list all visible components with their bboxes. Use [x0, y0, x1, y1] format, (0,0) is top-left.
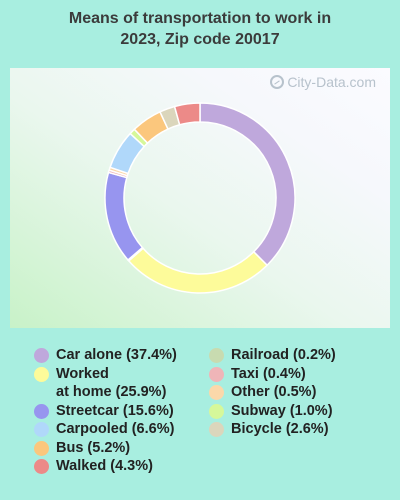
- legend-item-car-alone: Car alone (37.4%): [34, 346, 209, 365]
- legend-swatch: [34, 440, 49, 456]
- legend-column-left: Car alone (37.4%) Worked at home (25.9%) S…: [34, 346, 209, 476]
- legend-swatch: [209, 422, 224, 437]
- legend-label: Bicycle (2.6%): [231, 421, 329, 437]
- legend-swatch: [34, 348, 49, 363]
- legend-label: Subway (1.0%): [231, 402, 333, 419]
- chart-title-line1: Means of transportation to work in: [68, 10, 332, 27]
- legend-swatch: [34, 459, 49, 474]
- legend-item-railroad: Railroad (0.2%): [209, 346, 389, 365]
- watermark-text: City-Data.com: [287, 74, 376, 90]
- legend-item-bicycle: Bicycle (2.6%): [209, 420, 389, 439]
- legend-item-subway: Subway (1.0%): [209, 402, 389, 421]
- legend-swatch: [34, 366, 49, 382]
- legend-label: Taxi (0.4%): [231, 365, 306, 382]
- legend-label: Railroad (0.2%): [231, 347, 336, 363]
- legend-item-bus: Bus (5.2%): [34, 439, 209, 458]
- slice-worked-at-home: [127, 247, 269, 294]
- legend-swatch: [209, 366, 224, 382]
- magnifier-icon: [270, 75, 285, 89]
- legend-swatch: [209, 403, 224, 419]
- legend-label: Other (0.5%): [231, 384, 317, 400]
- legend-item-other: Other (0.5%): [209, 383, 389, 402]
- legend-column-right: Railroad (0.2%) Taxi (0.4%) Other (0.5%) Su…: [209, 346, 389, 439]
- legend-swatch: [34, 422, 49, 437]
- legend-swatch: [209, 385, 224, 400]
- legend-item-streetcar: Streetcar (15.6%): [34, 402, 209, 421]
- legend-item-walked: Walked (4.3%): [34, 457, 209, 476]
- slice-streetcar: [104, 171, 144, 262]
- legend-label: Carpooled (6.6%): [56, 421, 175, 437]
- donut-slices: [104, 102, 296, 294]
- legend-item-carpooled: Carpooled (6.6%): [34, 420, 209, 439]
- legend-label: Walked (4.3%): [56, 458, 153, 474]
- legend-label: Bus (5.2%): [56, 439, 131, 456]
- slice-walked: [173, 102, 201, 126]
- legend-swatch: [209, 348, 224, 363]
- donut-chart: [104, 102, 296, 294]
- legend-label: Car alone (37.4%): [56, 347, 177, 363]
- chart-title: Means of transportation to work in 2023,…: [0, 8, 400, 50]
- legend-item-worked-at-home: Worked at home (25.9%): [34, 365, 209, 402]
- slice-car-alone: [199, 102, 296, 267]
- chart-title-line2: 2023, Zip code 20017: [120, 31, 280, 48]
- legend-item-taxi: Taxi (0.4%): [209, 365, 389, 384]
- legend-label: Streetcar (15.6%): [56, 402, 174, 419]
- legend-swatch: [34, 403, 49, 419]
- legend-label: Worked at home (25.9%): [56, 365, 167, 401]
- legend: Car alone (37.4%) Worked at home (25.9%) S…: [34, 346, 394, 486]
- watermark: City-Data.com: [270, 74, 376, 90]
